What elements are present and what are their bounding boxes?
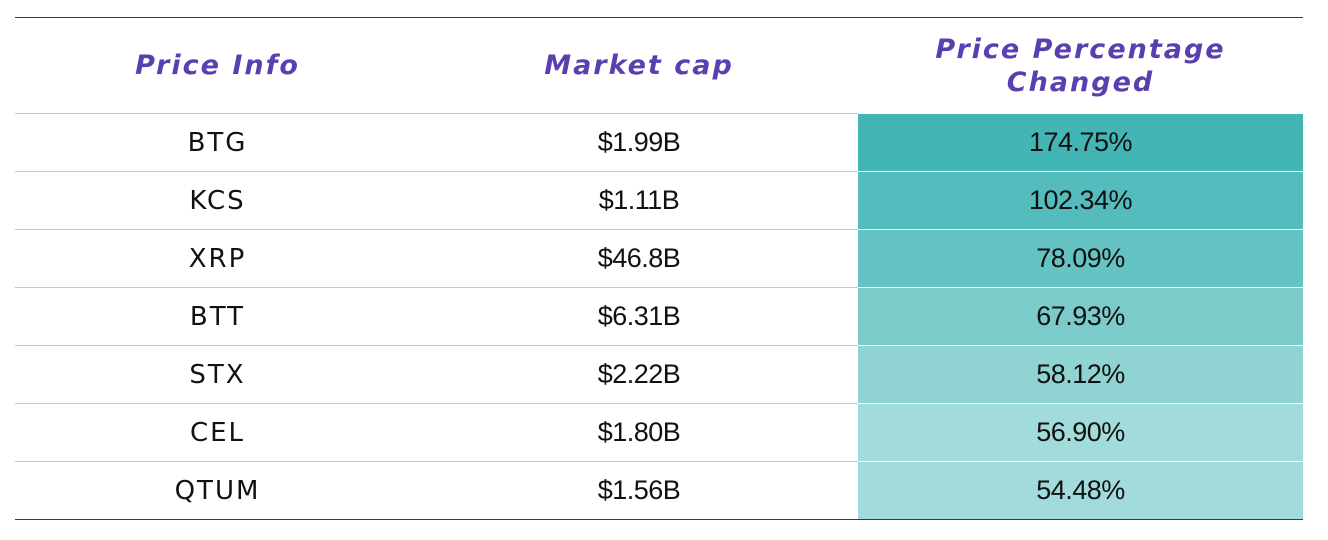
table-row: BTG $1.99B 174.75%: [15, 113, 1303, 172]
header-cell: Price Percentage Changed: [935, 33, 1226, 98]
table-row: KCS $1.11B 102.34%: [15, 171, 1303, 230]
token-cell: XRP: [15, 229, 420, 288]
token-cell: BTG: [15, 113, 420, 172]
table-row: XRP $46.8B 78.09%: [15, 229, 1303, 288]
percent-change-cell: 67.93%: [858, 287, 1303, 346]
header-row: Price Info Market cap Price Percentage C…: [15, 18, 1303, 114]
market-cap-cell: $1.80B: [420, 403, 858, 462]
price-table: Price Info Market cap Price Percentage C…: [15, 17, 1303, 520]
table-header: Price Info Market cap Price Percentage C…: [15, 18, 1303, 114]
percent-change-cell: 54.48%: [858, 461, 1303, 520]
market-cap-cell: $2.22B: [420, 345, 858, 404]
token-cell: STX: [15, 345, 420, 404]
market-cap-cell: $1.99B: [420, 113, 858, 172]
header-cell: Price Info: [135, 50, 300, 81]
percent-change-cell: 56.90%: [858, 403, 1303, 462]
percent-change-cell: 58.12%: [858, 345, 1303, 404]
table-body: BTG $1.99B 174.75% KCS $1.11B 102.34% XRP $46.8…: [15, 113, 1303, 520]
market-cap-cell: $6.31B: [420, 287, 858, 346]
token-cell: BTT: [15, 287, 420, 346]
market-cap-cell: $1.56B: [420, 461, 858, 520]
market-cap-cell: $1.11B: [420, 171, 858, 230]
table-row: CEL $1.80B 56.90%: [15, 403, 1303, 462]
table-row: BTT $6.31B 67.93%: [15, 287, 1303, 346]
token-cell: KCS: [15, 171, 420, 230]
market-cap-cell: $46.8B: [420, 229, 858, 288]
table-row: QTUM $1.56B 54.48%: [15, 461, 1303, 520]
header-cell: Market cap: [544, 50, 734, 81]
percent-change-cell: 78.09%: [858, 229, 1303, 288]
percent-change-cell: 102.34%: [858, 171, 1303, 230]
token-cell: CEL: [15, 403, 420, 462]
percent-change-cell: 174.75%: [858, 113, 1303, 172]
table-row: STX $2.22B 58.12%: [15, 345, 1303, 404]
token-cell: QTUM: [15, 461, 420, 520]
